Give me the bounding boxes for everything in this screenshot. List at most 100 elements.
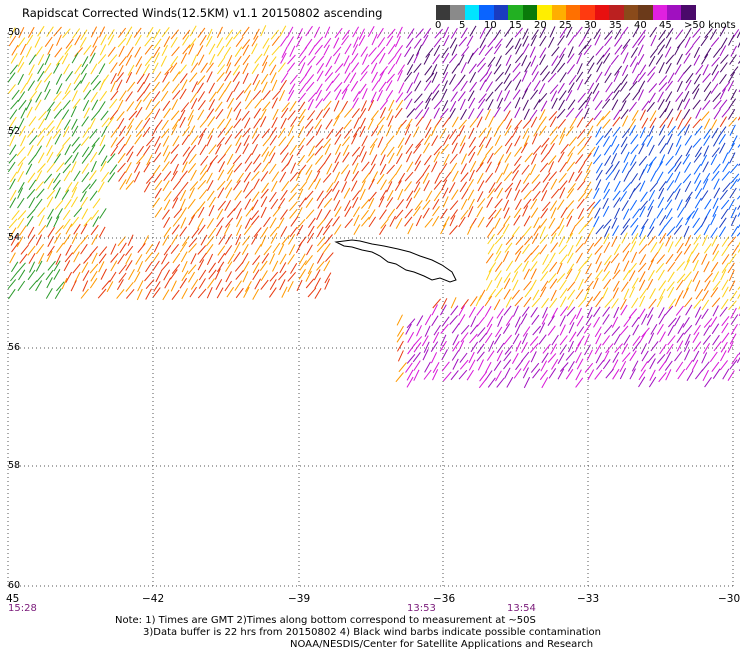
wind-barb (631, 134, 638, 144)
wind-barb (577, 199, 584, 209)
wind-barb (594, 111, 601, 120)
wind-barb (534, 225, 540, 235)
wind-barb (65, 144, 71, 155)
wind-barb (461, 299, 468, 309)
wind-barb (548, 353, 556, 362)
wind-barb (594, 291, 601, 301)
wind-barb (693, 36, 701, 45)
wind-barb (190, 73, 198, 82)
wind-barb (577, 253, 583, 263)
wind-barb (227, 108, 232, 119)
wind-barb (557, 109, 565, 118)
wind-barb (603, 336, 610, 346)
legend-swatch (667, 5, 681, 20)
wind-barb (632, 252, 637, 263)
wind-barb (450, 101, 456, 112)
wind-barb (624, 317, 631, 327)
wind-barb (668, 241, 673, 252)
wind-barb (98, 54, 106, 63)
wind-barb (154, 29, 160, 39)
wind-barb (685, 349, 690, 360)
wind-barb (559, 91, 566, 101)
wind-barb (181, 53, 186, 64)
wind-barb (433, 362, 439, 373)
wind-barb (505, 81, 512, 91)
wind-barb (345, 170, 350, 181)
wind-barb (525, 236, 533, 245)
wind-barb (254, 163, 261, 172)
wind-barb (522, 71, 527, 82)
wind-barb (199, 128, 206, 138)
wind-barb (486, 137, 492, 148)
wind-barb (417, 45, 422, 56)
wind-barb (306, 74, 313, 83)
wind-barb (470, 161, 476, 172)
wind-barb (558, 119, 566, 128)
wind-barb (66, 182, 73, 192)
wind-barb (245, 162, 252, 172)
wind-barb (606, 369, 614, 378)
wind-barb (344, 56, 349, 67)
wind-barb (27, 107, 32, 118)
wind-barb (578, 336, 585, 346)
wind-barb (704, 224, 710, 235)
wind-barb (604, 145, 611, 155)
wind-barb (713, 369, 720, 379)
wind-barb (684, 91, 689, 102)
wind-barb (127, 47, 133, 57)
wind-barb (505, 152, 511, 162)
wind-barb (712, 324, 719, 334)
wind-barb (389, 153, 395, 164)
wind-barb (107, 117, 114, 127)
wind-barb (629, 102, 636, 112)
wind-barb (729, 254, 736, 264)
wind-barb (711, 84, 718, 94)
wind-barb (630, 351, 637, 361)
wind-barb (243, 261, 249, 271)
wind-barb (623, 116, 628, 127)
wind-barb (714, 109, 720, 119)
wind-barb (558, 353, 564, 364)
wind-barb (45, 54, 50, 65)
wind-barb (406, 198, 412, 209)
legend-swatch (653, 5, 667, 20)
wind-barb (316, 84, 322, 94)
wind-barb (512, 290, 519, 299)
wind-barb (513, 334, 519, 344)
wind-barb (290, 46, 295, 57)
wind-barb (711, 154, 717, 165)
wind-barb (305, 119, 313, 128)
wind-barb (505, 368, 511, 379)
wind-barb (694, 235, 701, 245)
wind-barb (648, 206, 653, 217)
wind-barb (235, 129, 243, 138)
wind-barb (191, 170, 197, 181)
wind-barb (414, 188, 420, 198)
legend-swatch (595, 5, 609, 20)
wind-barb (368, 119, 373, 130)
wind-barb (647, 227, 654, 237)
wind-barb (64, 171, 70, 181)
wind-barb (702, 300, 709, 310)
wind-barb (657, 324, 663, 334)
wind-barb (405, 181, 412, 191)
wind-barb (541, 208, 548, 218)
wind-barb (101, 35, 107, 46)
wind-barb (633, 336, 640, 346)
wind-barb (586, 189, 593, 199)
wind-barb (379, 53, 385, 64)
wind-barb (613, 352, 619, 363)
wind-barb (603, 189, 609, 199)
note-line: Note: 1) Times are GMT 2)Times along bot… (115, 615, 601, 627)
wind-barb (47, 190, 55, 199)
wind-barb (12, 210, 19, 219)
wind-barb (568, 64, 575, 74)
wind-barb (668, 143, 673, 154)
wind-barb (138, 82, 145, 92)
legend-label: 35 (609, 20, 622, 31)
wind-barb (341, 165, 348, 175)
wind-barb (236, 90, 244, 99)
wind-barb (17, 147, 25, 156)
wind-barb (471, 316, 476, 327)
wind-barb (595, 100, 602, 110)
